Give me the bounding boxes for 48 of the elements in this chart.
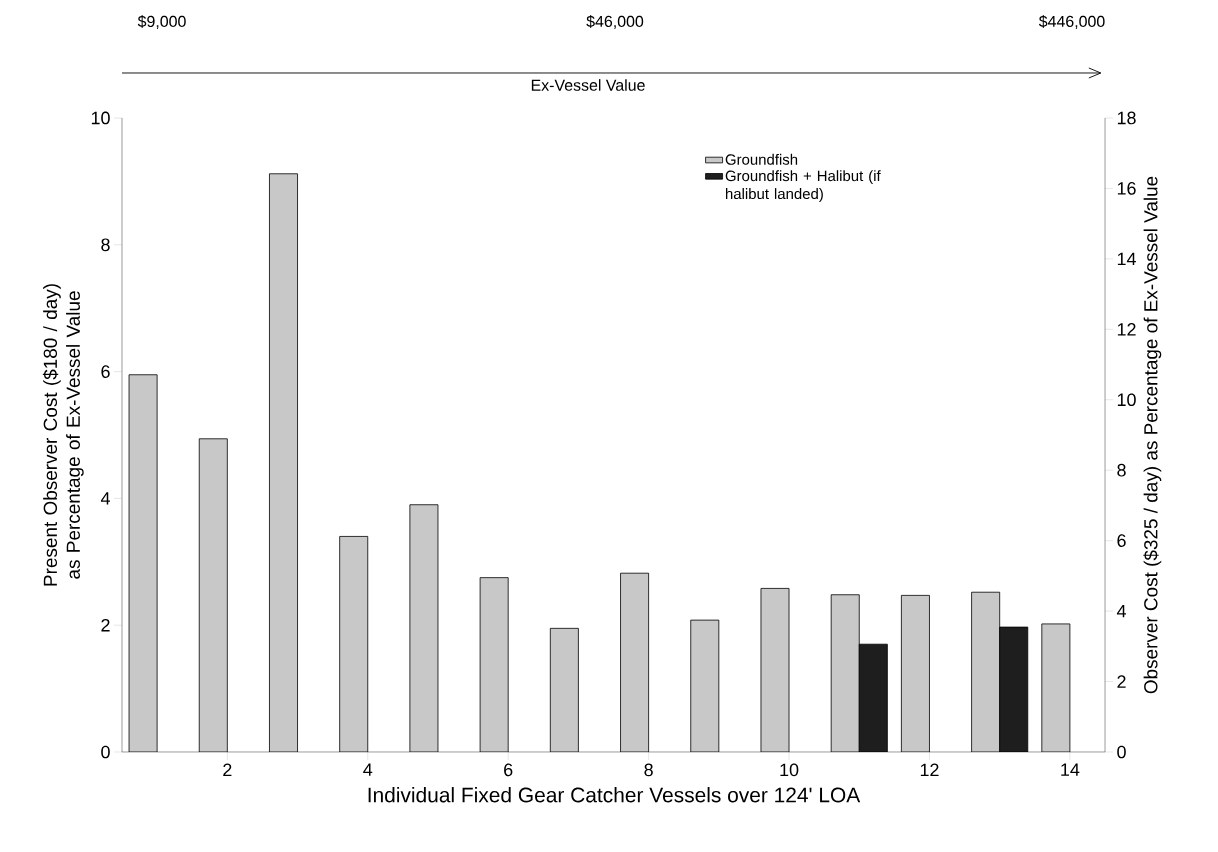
y2-tick-label: 6 [1117, 534, 1126, 547]
y-tick-label: 8 [101, 238, 110, 252]
bar [971, 591, 1001, 752]
y2-tick-label: 8 [1117, 463, 1126, 477]
y-axis-title: Present Observer Cost ($180 / day) as Percentage of Ex-Vessel Value [42, 284, 84, 586]
y2-tick-label: 18 [1117, 111, 1136, 125]
x-axis-title: Individual Fixed Gear Catcher Vessels over 124' LOA [368, 787, 861, 803]
y-tick-label: 2 [101, 618, 110, 632]
bar [479, 577, 509, 752]
y-tick-label: 0 [101, 745, 110, 759]
x-tick-label: 2 [223, 763, 232, 777]
y2-tick-label: 0 [1117, 745, 1126, 759]
y2-tick-label: 2 [1117, 675, 1126, 688]
x-tick-label: 10 [780, 763, 799, 777]
x-tick-label: 12 [920, 763, 939, 777]
bar [549, 627, 579, 752]
bar [858, 643, 888, 752]
y2-axis-title: Observer Cost ($325 / day) as Percentage of Ex-Vessel Value [1143, 176, 1162, 694]
x-tick-label: 8 [644, 763, 653, 777]
text: $46,000 [586, 15, 644, 29]
bar [999, 626, 1029, 752]
x-tick-label: 14 [1061, 763, 1080, 776]
legend-label: Groundfish + Halibut (if halibut landed) [725, 170, 881, 203]
bar [198, 438, 228, 752]
bar [830, 594, 860, 752]
y2-tick-label: 4 [1116, 604, 1126, 618]
bar [1041, 623, 1071, 752]
x-tick-label: 4 [363, 763, 373, 776]
y-tick-label: 6 [101, 365, 110, 378]
bar [760, 588, 790, 752]
y-tick-label: 4 [100, 492, 110, 505]
text: Ex-Vessel Value [531, 79, 645, 91]
y2-tick-label: 10 [1117, 393, 1136, 407]
x-tick-label: 6 [504, 763, 513, 777]
bar [620, 572, 650, 752]
text: $446,000 [1038, 15, 1105, 29]
bar [690, 619, 720, 752]
bar [409, 504, 439, 752]
y2-tick-label: 14 [1117, 252, 1136, 266]
y2-tick-label: 16 [1117, 182, 1136, 195]
legend-label: Groundfish [725, 153, 798, 165]
bar [339, 536, 369, 752]
y2-tick-label: 12 [1117, 323, 1136, 336]
bar [128, 374, 158, 752]
bar [900, 594, 930, 752]
bar [269, 173, 298, 752]
text: $9,000 [137, 15, 186, 29]
y-tick-label: 10 [91, 111, 110, 125]
